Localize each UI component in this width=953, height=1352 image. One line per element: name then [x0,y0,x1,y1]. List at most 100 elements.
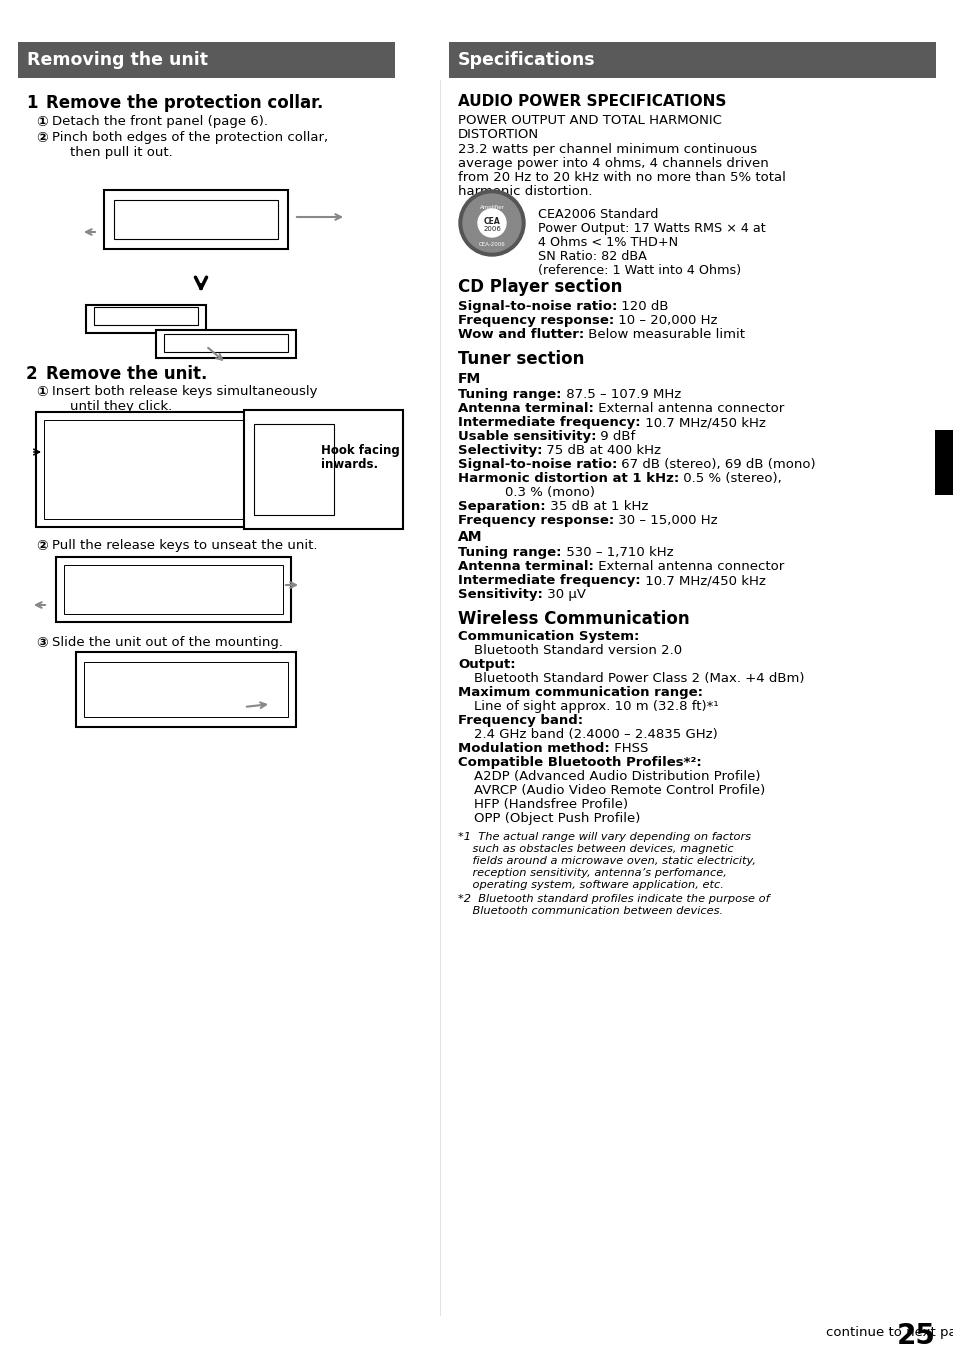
Text: Intermediate frequency:: Intermediate frequency: [457,416,640,429]
Text: Selectivity:: Selectivity: [457,443,542,457]
Text: 23.2 watts per channel minimum continuous: 23.2 watts per channel minimum continuou… [457,143,757,155]
Text: fields around a microwave oven, static electricity,: fields around a microwave oven, static e… [457,856,755,867]
Text: Pinch both edges of the protection collar,: Pinch both edges of the protection colla… [52,131,328,145]
Text: SN Ratio: 82 dBA: SN Ratio: 82 dBA [537,250,646,264]
Text: Harmonic distortion at 1 kHz:: Harmonic distortion at 1 kHz: [457,472,679,485]
Text: Bluetooth Standard Power Class 2 (Max. +4 dBm): Bluetooth Standard Power Class 2 (Max. +… [474,672,803,685]
Text: External antenna connector: External antenna connector [594,402,783,415]
Text: Sensitivity:: Sensitivity: [457,588,542,602]
Text: ①: ① [36,385,48,399]
Text: Signal-to-noise ratio:: Signal-to-noise ratio: [457,300,617,314]
Text: Amplifier: Amplifier [479,206,504,210]
Text: POWER OUTPUT AND TOTAL HARMONIC: POWER OUTPUT AND TOTAL HARMONIC [457,114,721,127]
Text: External antenna connector: External antenna connector [594,560,783,573]
Text: Usable sensitivity:: Usable sensitivity: [457,430,596,443]
Text: Maximum communication range:: Maximum communication range: [457,685,702,699]
FancyBboxPatch shape [253,425,334,515]
FancyBboxPatch shape [113,200,277,239]
FancyBboxPatch shape [449,42,935,78]
Text: 10.7 MHz/450 kHz: 10.7 MHz/450 kHz [640,416,764,429]
Text: Remove the unit.: Remove the unit. [46,365,207,383]
Text: Hook facing: Hook facing [320,443,399,457]
Text: 4 Ohms < 1% THD+N: 4 Ohms < 1% THD+N [537,237,678,249]
FancyBboxPatch shape [36,412,275,527]
FancyBboxPatch shape [86,306,206,333]
Text: Pull the release keys to unseat the unit.: Pull the release keys to unseat the unit… [52,539,317,552]
Text: Frequency response:: Frequency response: [457,314,614,327]
FancyBboxPatch shape [18,42,395,78]
Text: FM: FM [457,372,480,387]
Text: HFP (Handsfree Profile): HFP (Handsfree Profile) [474,798,627,811]
Text: ③: ③ [36,635,48,650]
Text: OPP (Object Push Profile): OPP (Object Push Profile) [474,813,639,825]
Text: Bluetooth communication between devices.: Bluetooth communication between devices. [457,906,722,917]
FancyBboxPatch shape [156,330,295,358]
Text: Slide the unit out of the mounting.: Slide the unit out of the mounting. [52,635,283,649]
Text: 10 – 20,000 Hz: 10 – 20,000 Hz [614,314,717,327]
Text: Tuner section: Tuner section [457,350,584,368]
Text: then pull it out.: then pull it out. [70,146,172,160]
Text: 1: 1 [26,95,37,112]
Text: 2: 2 [26,365,37,383]
Text: Tuning range:: Tuning range: [457,546,561,558]
Text: Frequency response:: Frequency response: [457,514,614,527]
Text: ②: ② [36,131,48,145]
Circle shape [477,210,505,237]
Text: average power into 4 ohms, 4 channels driven: average power into 4 ohms, 4 channels dr… [457,157,768,170]
Text: Detach the front panel (page 6).: Detach the front panel (page 6). [52,115,268,128]
Text: Specifications: Specifications [457,51,595,69]
Text: 120 dB: 120 dB [617,300,668,314]
Text: *2  Bluetooth standard profiles indicate the purpose of: *2 Bluetooth standard profiles indicate … [457,894,769,904]
Text: Signal-to-noise ratio:: Signal-to-noise ratio: [457,458,617,470]
Text: FHSS: FHSS [609,742,647,754]
Text: 67 dB (stereo), 69 dB (mono): 67 dB (stereo), 69 dB (mono) [617,458,815,470]
Text: 530 – 1,710 kHz: 530 – 1,710 kHz [561,546,673,558]
Circle shape [458,191,524,256]
Text: CD Player section: CD Player section [457,279,621,296]
Text: Separation:: Separation: [457,500,545,512]
Text: Bluetooth Standard version 2.0: Bluetooth Standard version 2.0 [474,644,681,657]
FancyBboxPatch shape [56,557,291,622]
Text: ①: ① [36,115,48,128]
Text: from 20 Hz to 20 kHz with no more than 5% total: from 20 Hz to 20 kHz with no more than 5… [457,170,785,184]
FancyBboxPatch shape [76,652,295,727]
Text: Line of sight approx. 10 m (32.8 ft)*¹: Line of sight approx. 10 m (32.8 ft)*¹ [474,700,718,713]
Text: Frequency band:: Frequency band: [457,714,582,727]
Text: 9 dBf: 9 dBf [596,430,635,443]
Text: CEA2006 Standard: CEA2006 Standard [537,208,658,220]
Text: DISTORTION: DISTORTION [457,128,538,141]
Text: 0.3 % (mono): 0.3 % (mono) [488,485,595,499]
Text: 10.7 MHz/450 kHz: 10.7 MHz/450 kHz [640,575,764,587]
Text: inwards.: inwards. [320,458,377,470]
Text: Intermediate frequency:: Intermediate frequency: [457,575,640,587]
Text: Compatible Bluetooth Profiles*²:: Compatible Bluetooth Profiles*²: [457,756,701,769]
FancyBboxPatch shape [94,307,198,324]
Text: 25: 25 [896,1322,935,1351]
FancyBboxPatch shape [934,430,953,495]
Text: 87.5 – 107.9 MHz: 87.5 – 107.9 MHz [561,388,680,402]
Text: Antenna terminal:: Antenna terminal: [457,560,594,573]
Text: until they click.: until they click. [70,400,172,412]
Text: Remove the protection collar.: Remove the protection collar. [46,95,323,112]
Text: (reference: 1 Watt into 4 Ohms): (reference: 1 Watt into 4 Ohms) [537,264,740,277]
Text: Communication System:: Communication System: [457,630,639,644]
Text: Tuning range:: Tuning range: [457,388,561,402]
Text: 75 dB at 400 kHz: 75 dB at 400 kHz [542,443,660,457]
FancyBboxPatch shape [64,565,283,614]
Text: 30 – 15,000 Hz: 30 – 15,000 Hz [614,514,717,527]
Text: Below measurable limit: Below measurable limit [583,329,744,341]
Text: AM: AM [457,530,482,544]
Text: such as obstacles between devices, magnetic: such as obstacles between devices, magne… [457,844,733,854]
Text: operating system, software application, etc.: operating system, software application, … [457,880,723,890]
Text: AUDIO POWER SPECIFICATIONS: AUDIO POWER SPECIFICATIONS [457,95,725,110]
Text: Wow and flutter:: Wow and flutter: [457,329,583,341]
Text: Power Output: 17 Watts RMS × 4 at: Power Output: 17 Watts RMS × 4 at [537,222,765,235]
Text: Modulation method:: Modulation method: [457,742,609,754]
Text: *1  The actual range will vary depending on factors: *1 The actual range will vary depending … [457,831,750,842]
Text: Antenna terminal:: Antenna terminal: [457,402,594,415]
FancyBboxPatch shape [76,162,355,277]
Text: 30 μV: 30 μV [542,588,585,602]
Text: ②: ② [36,539,48,553]
Text: Wireless Communication: Wireless Communication [457,610,689,627]
Circle shape [462,193,520,251]
